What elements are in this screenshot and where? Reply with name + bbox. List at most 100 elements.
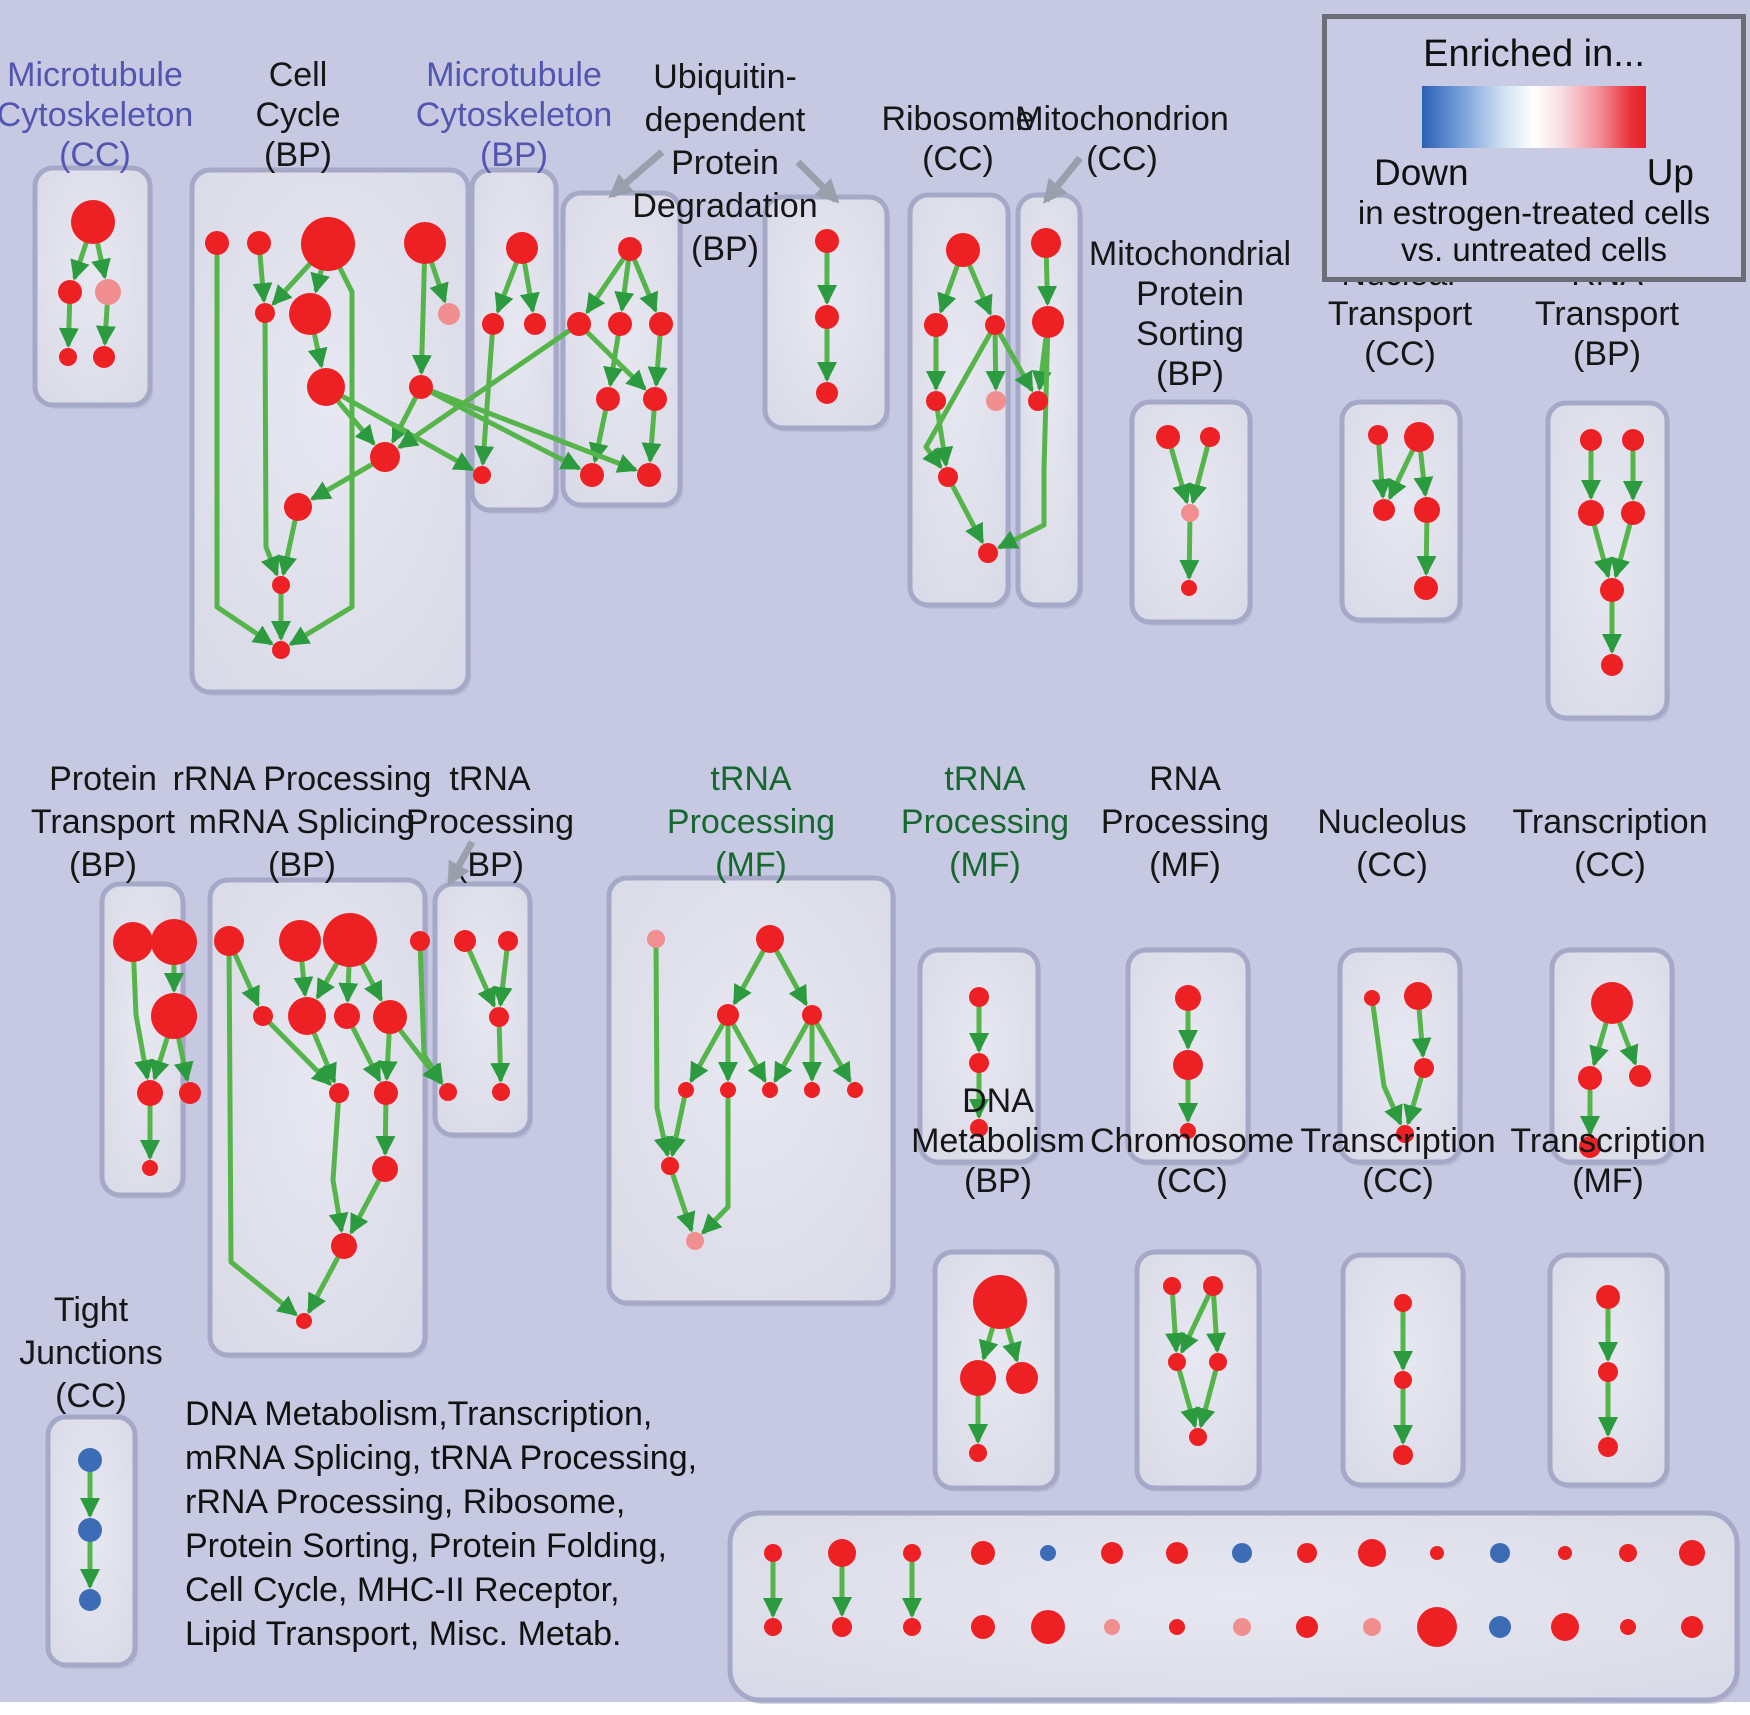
go-term-node xyxy=(1169,1619,1185,1635)
go-term-node xyxy=(1679,1540,1705,1566)
edge-arrow xyxy=(131,960,155,1081)
cell-cycle-label: (BP) xyxy=(264,136,332,174)
edge-arrow xyxy=(91,241,111,280)
go-term-node xyxy=(978,543,998,563)
edge-arrow xyxy=(150,1036,170,1081)
go-term-node xyxy=(1489,1616,1511,1638)
go-term-node xyxy=(720,1082,736,1098)
ubiq-a-box xyxy=(560,190,683,508)
mt-cc-label: Microtubule xyxy=(7,56,183,94)
go-term-node xyxy=(637,463,661,487)
mt-cc-label: (CC) xyxy=(59,136,131,174)
edge-arrow xyxy=(978,1326,999,1361)
mt-bp-label: Cytoskeleton xyxy=(416,96,613,134)
edge-arrow xyxy=(1169,446,1192,505)
edge-arrow xyxy=(474,333,495,467)
go-term-node xyxy=(1490,1543,1510,1563)
go-term-node xyxy=(473,466,491,484)
go-term-node xyxy=(279,920,321,962)
go-term-node xyxy=(1156,425,1180,449)
go-term-node xyxy=(1620,1619,1636,1635)
edge-arrow xyxy=(1206,1294,1227,1354)
edge-arrow xyxy=(288,266,355,646)
edge-arrow xyxy=(1617,1021,1639,1066)
edge-arrow xyxy=(1037,256,1058,307)
misc-text-line: DNA Metabolism,Transcription, xyxy=(185,1395,653,1433)
edge-arrow xyxy=(774,949,808,1007)
go-term-node xyxy=(334,1003,360,1029)
edge-arrow xyxy=(307,332,328,369)
edge-arrow xyxy=(1165,1293,1186,1354)
go-term-node xyxy=(647,930,665,948)
go-term-node xyxy=(272,576,290,594)
go-term-node xyxy=(1414,576,1438,600)
go-term-node xyxy=(179,1082,201,1104)
edge-arrow xyxy=(312,1031,337,1084)
ribosome-label: Ribosome xyxy=(881,100,1034,138)
go-term-node xyxy=(971,1541,995,1565)
go-term-node xyxy=(331,1233,357,1259)
edge-arrow xyxy=(1002,1326,1022,1363)
go-term-node xyxy=(1580,429,1602,451)
go-term-node xyxy=(1558,1546,1572,1560)
ubiquitin-label-label: (BP) xyxy=(691,230,759,268)
edge-arrow xyxy=(1187,445,1210,505)
trna-mf-1-label: Processing xyxy=(667,803,835,841)
legend-subtitle-1: in estrogen-treated cells xyxy=(1357,194,1711,231)
go-term-node xyxy=(1364,990,1380,1006)
edge-arrow xyxy=(1195,1369,1218,1429)
go-term-node xyxy=(296,1313,312,1329)
transcription-cc-1-label: Transcription xyxy=(1512,803,1707,841)
mitochondrion-label: Mitochondrion xyxy=(1015,100,1229,138)
mito-sorting-label: Mitochondrial xyxy=(1089,235,1291,273)
edge-arrow xyxy=(375,1103,396,1157)
legend-down-label: Down xyxy=(1374,152,1469,193)
edge-arrow xyxy=(310,268,330,294)
edge-arrow xyxy=(1411,1008,1432,1059)
edge-arrow xyxy=(252,253,273,304)
protein-transport-label: Transport xyxy=(31,803,176,841)
edge-arrow xyxy=(922,332,993,469)
go-term-node xyxy=(1598,1362,1618,1382)
trna-mf-2-label: Processing xyxy=(901,803,1069,841)
go-term-node xyxy=(1297,1543,1317,1563)
transcription-mf-label: Transcription xyxy=(1510,1122,1705,1160)
go-term-node xyxy=(78,1448,102,1472)
ubiquitin-label-pointer-arrow xyxy=(608,149,665,199)
go-term-node xyxy=(815,229,839,253)
edge-arrow xyxy=(271,262,312,306)
legend-title: Enriched in... xyxy=(1423,33,1645,75)
go-term-node xyxy=(307,368,345,406)
go-term-node xyxy=(329,1083,349,1103)
go-term-node xyxy=(1578,500,1604,526)
go-term-node xyxy=(1031,1610,1065,1644)
go-term-node xyxy=(1591,982,1633,1024)
go-term-node xyxy=(1681,1616,1703,1638)
legend-gradient-bar xyxy=(1422,86,1646,148)
trna-bp-label: tRNA xyxy=(449,760,531,798)
edge-arrow xyxy=(1589,1021,1609,1067)
edge-arrow xyxy=(641,409,662,464)
dna-metabolism-label: Metabolism xyxy=(911,1122,1085,1160)
mt-bp-label: Microtubule xyxy=(426,56,602,94)
edge-arrow xyxy=(950,484,984,545)
edge-arrow xyxy=(214,253,274,646)
go-term-node xyxy=(1040,1545,1056,1561)
go-term-node xyxy=(969,1053,989,1073)
edge-arrow xyxy=(350,1025,382,1083)
go-term-node xyxy=(1621,501,1645,525)
go-term-node xyxy=(524,313,546,335)
rrna-mrna-label: mRNA Splicing xyxy=(189,803,416,841)
go-term-node xyxy=(1358,1539,1386,1567)
rna-mf-label: RNA xyxy=(1149,760,1221,798)
legend-subtitle-2: vs. untreated cells xyxy=(1401,231,1667,268)
go-term-node xyxy=(409,375,433,399)
go-term-node xyxy=(1163,1277,1181,1295)
go-term-node xyxy=(1373,499,1395,521)
go-term-node xyxy=(78,1518,102,1542)
go-term-node xyxy=(717,1004,739,1026)
go-term-node xyxy=(985,315,1005,335)
go-term-node xyxy=(1031,228,1061,258)
transcription-cc-1-box xyxy=(1549,947,1675,1165)
go-term-node xyxy=(137,1080,163,1106)
